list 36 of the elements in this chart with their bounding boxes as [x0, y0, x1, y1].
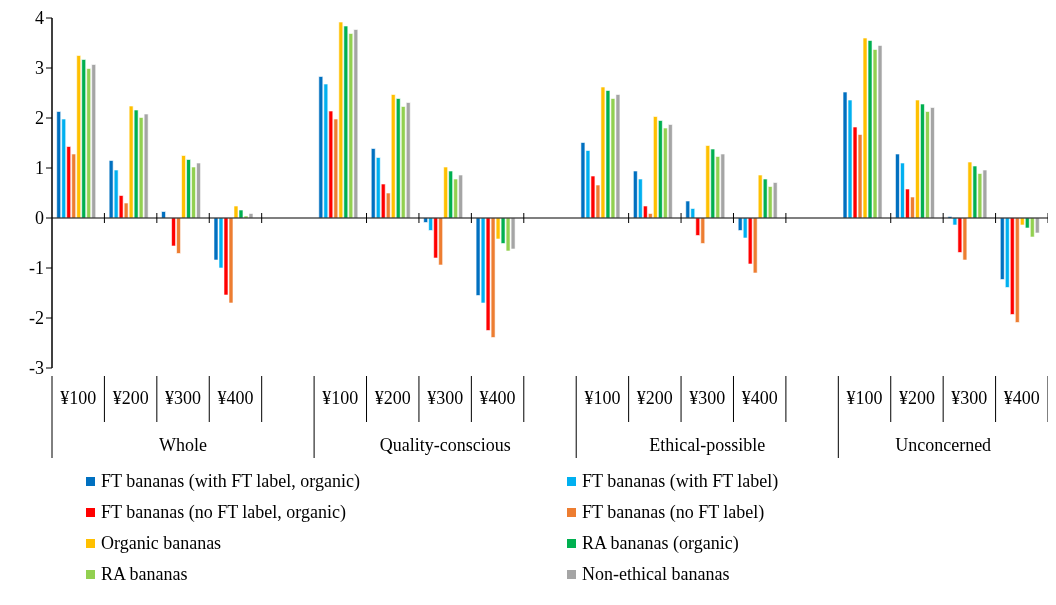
x-tick-label: ¥200: [374, 388, 411, 408]
x-tick-label: ¥100: [846, 388, 883, 408]
y-tick-label: 3: [35, 58, 44, 79]
y-tick-label: 2: [35, 108, 44, 129]
x-tick-label: ¥200: [636, 388, 673, 408]
x-tick-label: ¥300: [165, 388, 202, 408]
x-tick-label: ¥200: [898, 388, 935, 408]
y-tick-label: -3: [29, 358, 44, 379]
y-tick-label: 1: [35, 158, 44, 179]
y-tick-label: 4: [35, 8, 44, 29]
text: Unconcerned: [895, 435, 992, 455]
legend-label: RA bananas: [101, 563, 188, 586]
x-tick-label: ¥400: [1003, 388, 1040, 408]
legend-label: FT bananas (with FT label, organic): [101, 470, 360, 493]
text: Whole: [159, 435, 208, 455]
legend-label: Organic bananas: [101, 532, 222, 555]
legend-label: Non-ethical bananas: [582, 563, 730, 586]
y-tick-label: -1: [29, 258, 44, 279]
x-tick-label: ¥100: [322, 388, 359, 408]
x-tick-label: ¥100: [60, 388, 97, 408]
x-tick-label: ¥400: [217, 388, 254, 408]
x-tick-label: ¥300: [689, 388, 726, 408]
x-tick-label: ¥400: [741, 388, 778, 408]
legend-label: FT bananas (no FT label): [582, 501, 765, 524]
x-tick-label: ¥100: [584, 388, 621, 408]
y-tick-label: -2: [29, 308, 44, 329]
legend-label: FT bananas (with FT label): [582, 470, 779, 493]
x-tick-label: ¥300: [951, 388, 988, 408]
x-tick-label: ¥300: [427, 388, 464, 408]
text: Ethical-possible: [649, 435, 766, 455]
legend-label: FT bananas (no FT label, organic): [101, 501, 346, 524]
y-tick-label: 0: [35, 208, 44, 229]
legend-label: RA bananas (organic): [582, 532, 739, 555]
x-tick-label: ¥400: [479, 388, 516, 408]
text: Quality-conscious: [379, 435, 511, 455]
x-tick-label: ¥200: [112, 388, 149, 408]
